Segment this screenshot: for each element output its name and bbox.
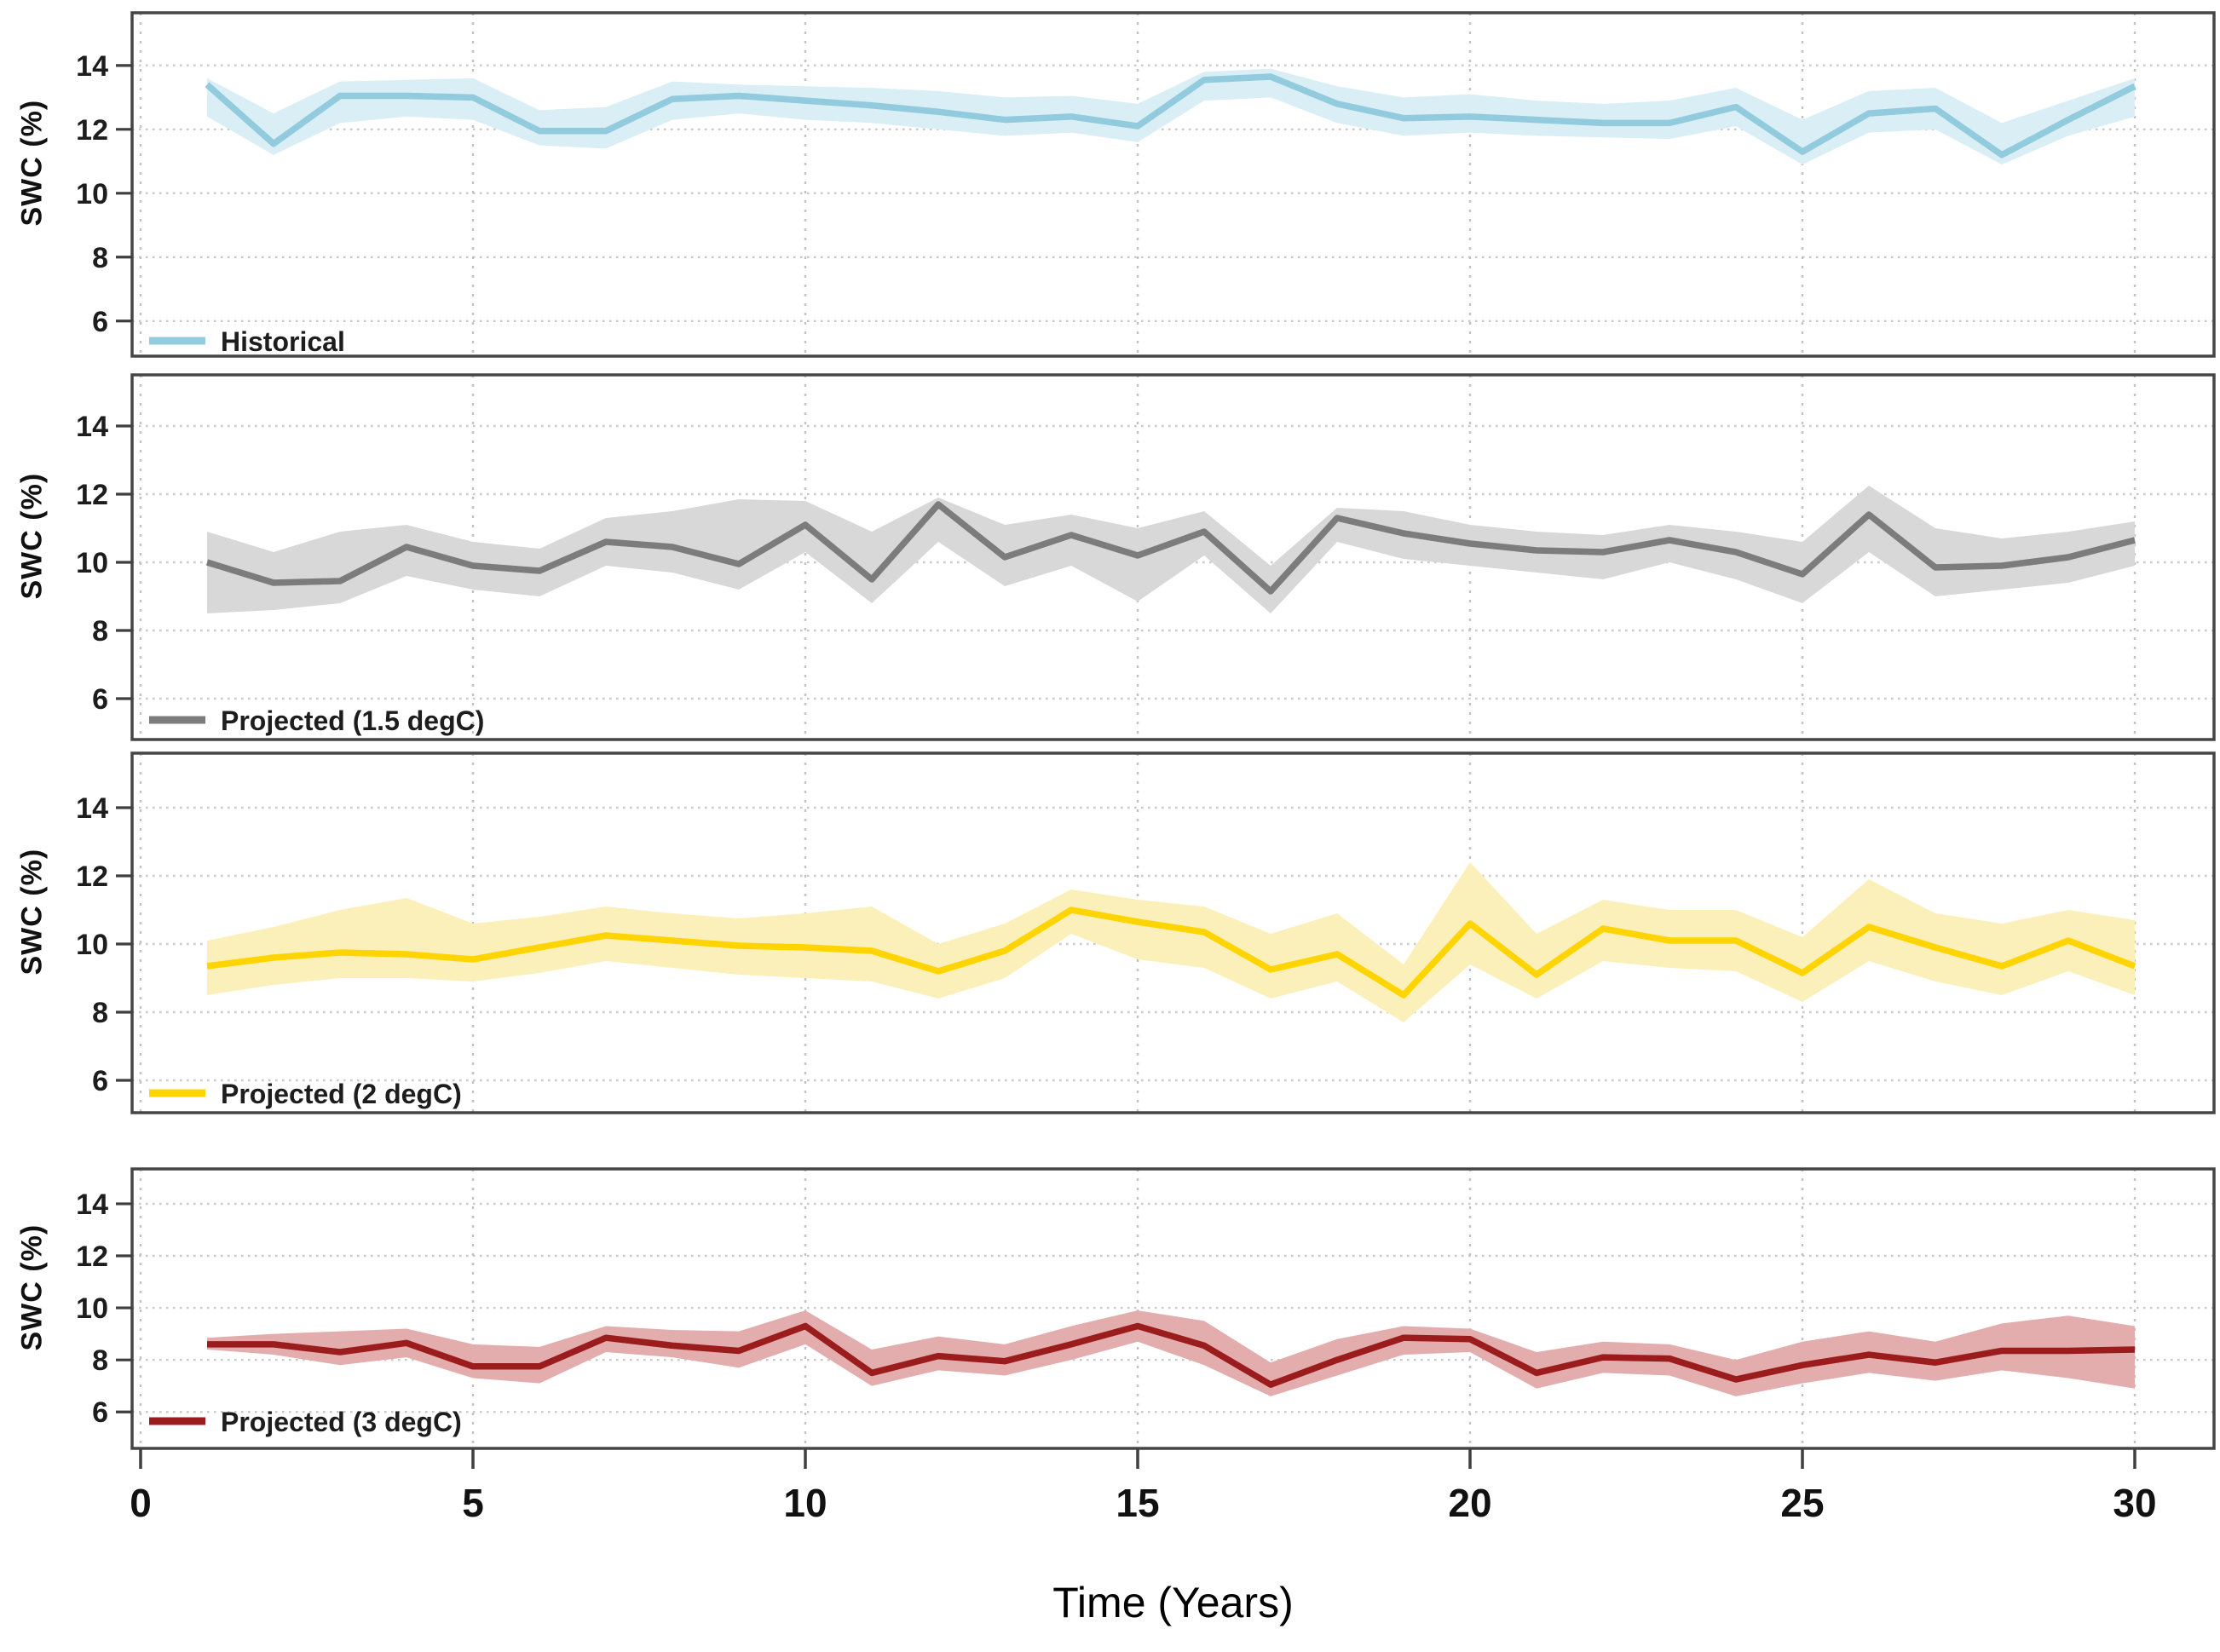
y-tick-label-6: 6 bbox=[92, 1396, 108, 1429]
confidence-band-historical bbox=[207, 68, 2135, 165]
y-tick-label-8: 8 bbox=[92, 1344, 108, 1377]
y-tick-label-10: 10 bbox=[76, 929, 108, 961]
y-tick-label-6: 6 bbox=[92, 306, 108, 338]
panel-border-projected-2 bbox=[130, 751, 2216, 1114]
panel-bg-historical bbox=[132, 13, 2214, 356]
legend-label-projected-3: Projected (3 degC) bbox=[221, 1407, 462, 1437]
y-tick-label-14: 14 bbox=[76, 792, 108, 825]
y-tick-label-14: 14 bbox=[76, 1189, 108, 1221]
x-tick-label-5: 5 bbox=[462, 1481, 484, 1525]
y-tick-label-14: 14 bbox=[76, 411, 108, 443]
x-axis-label: Time (Years) bbox=[1052, 1579, 1294, 1626]
y-tick-label-12: 12 bbox=[76, 861, 108, 893]
panel-bg-projected-3 bbox=[132, 1169, 2214, 1448]
y-tick-label-10: 10 bbox=[76, 178, 108, 210]
legend-label-projected-1-5: Projected (1.5 degC) bbox=[221, 705, 484, 736]
y-tick-label-10: 10 bbox=[76, 1292, 108, 1325]
x-tick-label-10: 10 bbox=[783, 1481, 827, 1525]
y-tick-label-14: 14 bbox=[76, 50, 108, 83]
y-tick-label-8: 8 bbox=[92, 615, 108, 648]
y-tick-label-12: 12 bbox=[76, 479, 108, 511]
y-tick-label-10: 10 bbox=[76, 547, 108, 579]
y-tick-label-8: 8 bbox=[92, 997, 108, 1029]
legend-label-projected-2: Projected (2 degC) bbox=[221, 1079, 462, 1109]
panel-border-projected-1-5 bbox=[130, 373, 2216, 741]
confidence-band-projected-1-5 bbox=[207, 486, 2135, 613]
series-line-projected-3 bbox=[207, 1322, 2136, 1388]
confidence-band-projected-2 bbox=[207, 862, 2135, 1022]
y-tick-label-8: 8 bbox=[92, 242, 108, 274]
x-tick-label-0: 0 bbox=[130, 1481, 152, 1525]
x-tick-label-30: 30 bbox=[2113, 1481, 2156, 1525]
legend-label-historical: Historical bbox=[221, 326, 345, 357]
panel-border-historical bbox=[130, 11, 2216, 358]
x-tick-label-25: 25 bbox=[1780, 1481, 1824, 1525]
series-line-projected-1-5 bbox=[205, 501, 2136, 595]
series-line-historical bbox=[205, 73, 2136, 158]
y-tick-label-6: 6 bbox=[92, 683, 108, 716]
x-tick-label-20: 20 bbox=[1448, 1481, 1491, 1525]
confidence-band-projected-3 bbox=[207, 1310, 2135, 1396]
y-tick-label-12: 12 bbox=[76, 1240, 108, 1273]
series-line-projected-2 bbox=[206, 907, 2136, 999]
x-tick-label-15: 15 bbox=[1116, 1481, 1159, 1525]
y-tick-label-6: 6 bbox=[92, 1065, 108, 1097]
y-tick-label-12: 12 bbox=[76, 114, 108, 147]
